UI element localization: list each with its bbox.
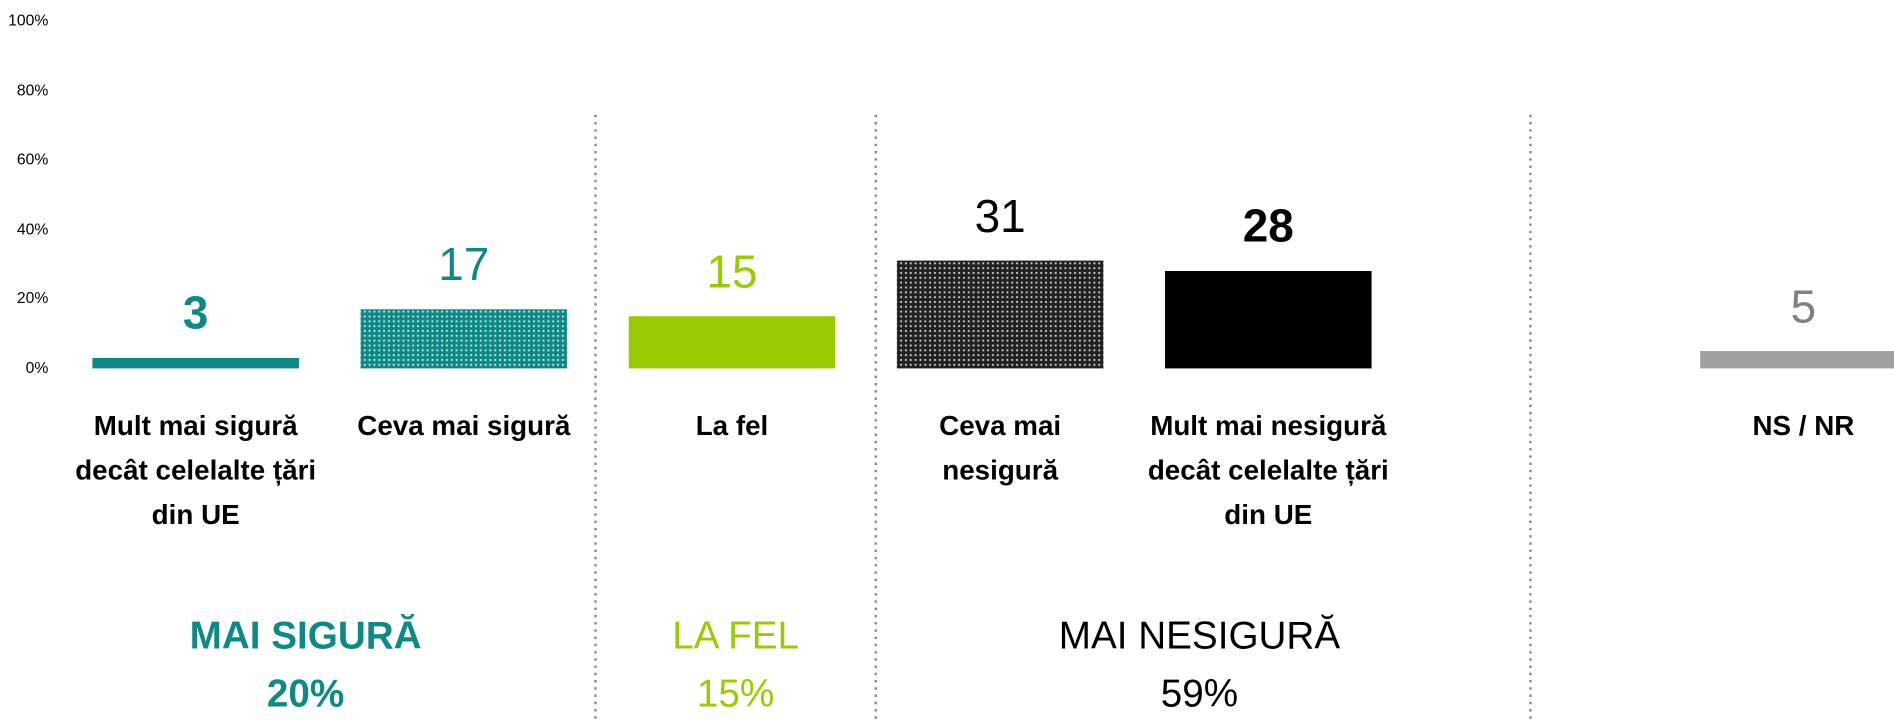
x-tick-label: Mult mai nesigură decât celelalte țări d…	[1147, 409, 1389, 531]
group-total: 15%	[696, 671, 775, 716]
value-label: 5	[1790, 282, 1817, 333]
y-tick-label: 0%	[25, 358, 49, 377]
group-total: 59%	[1160, 671, 1239, 716]
y-tick-label: 20%	[16, 289, 49, 308]
group-label: MAI NESIGURĂ	[1058, 613, 1341, 658]
value-label: 17	[438, 240, 490, 292]
y-tick-label: 40%	[16, 219, 49, 238]
y-tick-label: 80%	[16, 80, 49, 99]
group-label: MAI SIGURĂ	[189, 613, 422, 658]
value-label: 3	[182, 289, 209, 340]
group-label: LA FEL	[672, 613, 799, 658]
bar	[1165, 271, 1372, 369]
x-tick-label: Ceva mai nesigură	[939, 409, 1062, 486]
value-label: 28	[1242, 202, 1294, 253]
x-tick-label: NS / NR	[1752, 409, 1855, 441]
bar-pattern	[896, 260, 1104, 369]
x-tick-label: Ceva mai sigură	[357, 409, 571, 441]
x-tick-label: Mult mai sigură decât celelalte țări din…	[75, 409, 317, 531]
value-label: 31	[974, 191, 1026, 243]
y-tick-label: 60%	[16, 150, 49, 169]
group-total: 20%	[266, 671, 345, 716]
y-tick-label: 100%	[8, 10, 49, 29]
value-label: 15	[706, 247, 758, 299]
bar-pattern	[360, 309, 568, 369]
bar	[92, 357, 299, 369]
x-tick-label: La fel	[695, 409, 769, 441]
bar	[628, 316, 836, 369]
bar	[1700, 351, 1894, 369]
